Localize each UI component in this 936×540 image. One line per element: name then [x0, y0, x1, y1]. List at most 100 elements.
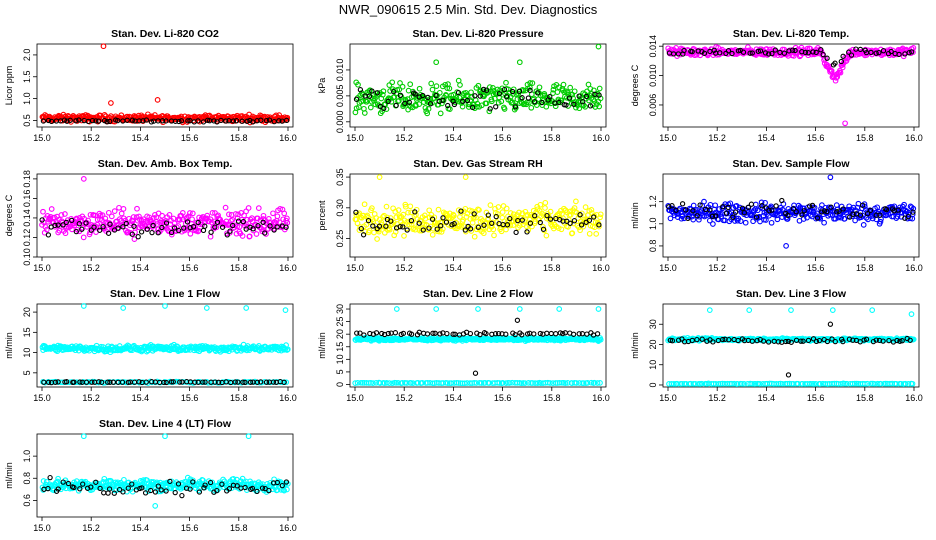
data-point	[408, 380, 414, 386]
data-point	[119, 379, 126, 385]
data-point	[40, 208, 46, 215]
data-point	[784, 216, 791, 222]
x-tick-label: 15.0	[33, 263, 51, 273]
data-point	[478, 380, 485, 386]
data-point	[473, 380, 480, 386]
y-tick-label: 10	[648, 360, 658, 370]
data-point	[909, 211, 916, 218]
data-point	[720, 336, 726, 343]
data-point	[163, 118, 169, 124]
panel-title: Stan. Dev. Line 3 Flow	[736, 288, 847, 300]
data-point	[739, 205, 746, 211]
y-axis-label: ml/min	[4, 332, 14, 359]
data-point	[754, 337, 760, 344]
data-point	[833, 74, 840, 81]
x-tick-label: 15.8	[230, 523, 248, 533]
series-avg	[41, 378, 287, 386]
data-point	[438, 223, 444, 229]
data-point	[386, 82, 393, 88]
data-point	[488, 223, 495, 229]
data-point	[397, 92, 404, 98]
data-point	[753, 214, 760, 220]
data-point	[360, 232, 367, 238]
data-point	[732, 209, 739, 215]
data-point	[899, 338, 905, 344]
data-point	[804, 214, 810, 221]
data-point	[757, 48, 764, 54]
data-point	[666, 204, 672, 210]
data-point	[455, 89, 462, 96]
data-point	[429, 231, 436, 238]
data-point	[527, 87, 533, 94]
data-point	[234, 483, 240, 489]
data-point	[503, 226, 509, 233]
data-point-outlier	[80, 303, 87, 309]
data-point	[155, 230, 161, 236]
data-point	[400, 224, 406, 230]
x-tick-label: 15.0	[659, 263, 677, 273]
data-point	[284, 486, 290, 493]
data-point	[571, 101, 577, 107]
data-point	[468, 228, 475, 234]
panel-title: Stan. Dev. Line 1 Flow	[110, 288, 221, 300]
data-point	[123, 220, 129, 227]
data-point	[267, 479, 274, 486]
data-point	[810, 49, 816, 55]
plot-frame	[36, 43, 294, 128]
data-point	[263, 379, 270, 385]
data-point	[685, 215, 691, 222]
data-point	[487, 202, 494, 208]
series-all	[39, 43, 291, 126]
y-tick-label: 0.010	[648, 64, 658, 87]
data-point	[592, 104, 599, 110]
data-point	[480, 86, 487, 93]
data-point	[829, 336, 835, 342]
y-tick-label: 15	[335, 342, 345, 352]
data-point	[499, 209, 506, 215]
y-tick-label: 0.10	[22, 248, 32, 266]
data-point	[102, 215, 109, 222]
data-point	[467, 97, 474, 103]
data-point	[756, 381, 763, 387]
data-point	[766, 208, 772, 214]
y-tick-label: 0.000	[335, 111, 345, 134]
data-point	[896, 51, 902, 58]
data-point	[516, 209, 522, 216]
data-point	[556, 99, 562, 106]
data-point	[877, 212, 883, 218]
data-point	[792, 47, 798, 54]
data-point	[760, 338, 767, 344]
data-point	[105, 379, 111, 385]
data-point	[550, 86, 557, 93]
data-point-outlier	[869, 307, 876, 313]
data-point	[212, 379, 218, 385]
data-point	[149, 229, 155, 236]
data-point	[848, 52, 855, 58]
data-point	[516, 88, 523, 94]
data-point	[235, 211, 241, 218]
data-point	[61, 117, 68, 123]
x-tick-label: 15.0	[346, 393, 364, 403]
data-point	[435, 101, 442, 108]
data-point	[785, 53, 792, 59]
data-point	[284, 346, 291, 353]
x-tick-label: 15.8	[543, 133, 561, 143]
data-point	[547, 216, 554, 222]
series-all	[665, 44, 917, 127]
data-point	[489, 220, 495, 226]
data-point	[159, 212, 165, 219]
data-point	[433, 83, 440, 89]
data-point	[776, 207, 783, 214]
y-tick-label: 0.8	[22, 472, 32, 485]
data-point	[207, 216, 214, 223]
data-point	[451, 221, 457, 227]
x-tick-label: 15.6	[494, 393, 512, 403]
data-point	[211, 118, 217, 124]
y-tick-label: 0.25	[335, 230, 345, 248]
data-point	[222, 204, 229, 211]
data-point	[539, 99, 545, 106]
data-point	[801, 208, 807, 214]
data-point	[207, 479, 214, 486]
data-point	[366, 88, 373, 94]
